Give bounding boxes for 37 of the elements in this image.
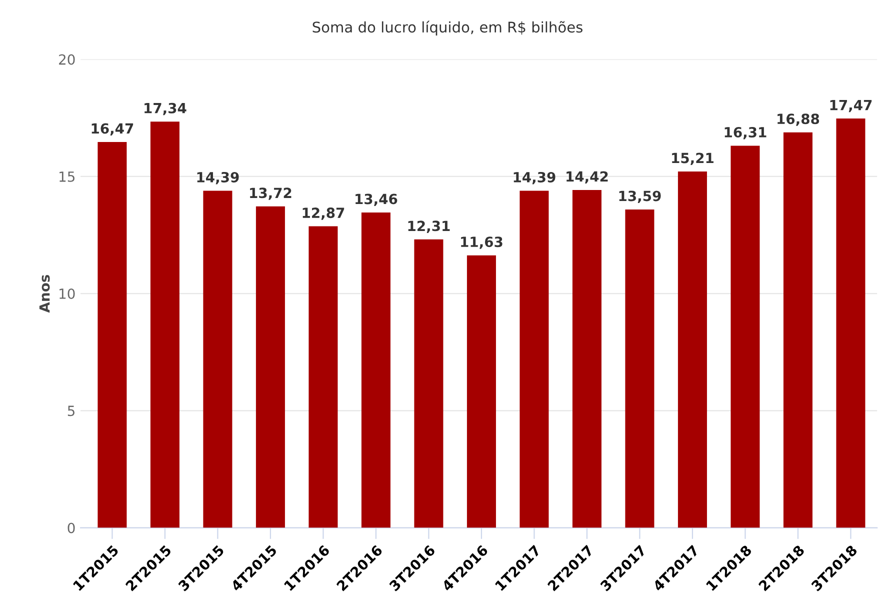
bar: [520, 190, 549, 528]
data-label: 16,88: [778, 114, 820, 126]
data-label: 17,34: [144, 102, 186, 116]
data-label: 14,42: [566, 171, 608, 184]
data-label: 16,31: [724, 126, 766, 140]
data-label: 13,72: [250, 188, 292, 200]
data-label: 11,63: [461, 236, 502, 249]
y-tick-label: 10: [60, 288, 75, 300]
bar: [203, 190, 232, 528]
y-tick-label: 5: [68, 406, 74, 416]
y-tick-label: 20: [59, 54, 75, 65]
bar: [256, 206, 285, 528]
bar: [361, 212, 390, 528]
data-label: 15,21: [672, 152, 714, 166]
data-label: 13,59: [619, 190, 661, 203]
y-tick-label: 15: [60, 172, 74, 182]
chart-title: Soma do lucro líquido, em R$ bilhões: [312, 20, 582, 36]
y-axis-title: Anos: [39, 274, 50, 313]
bar: [466, 255, 496, 528]
data-label: 12,31: [408, 220, 450, 233]
data-label: 14,39: [197, 172, 239, 184]
bar: [836, 118, 866, 528]
bar: [150, 122, 180, 528]
bar: [98, 142, 127, 528]
bar: [678, 172, 707, 528]
bar: [730, 146, 760, 528]
data-label: 13,46: [356, 194, 398, 206]
data-label: 12,87: [302, 208, 344, 220]
bar: [572, 190, 602, 528]
data-label: 16,47: [92, 123, 134, 136]
data-label: 14,39: [514, 172, 556, 184]
data-label: 17,47: [830, 100, 872, 112]
bar: [625, 209, 654, 528]
bar: [783, 132, 812, 528]
bar: [414, 239, 444, 528]
y-tick-label: 0: [68, 522, 75, 534]
bar: [308, 226, 338, 528]
